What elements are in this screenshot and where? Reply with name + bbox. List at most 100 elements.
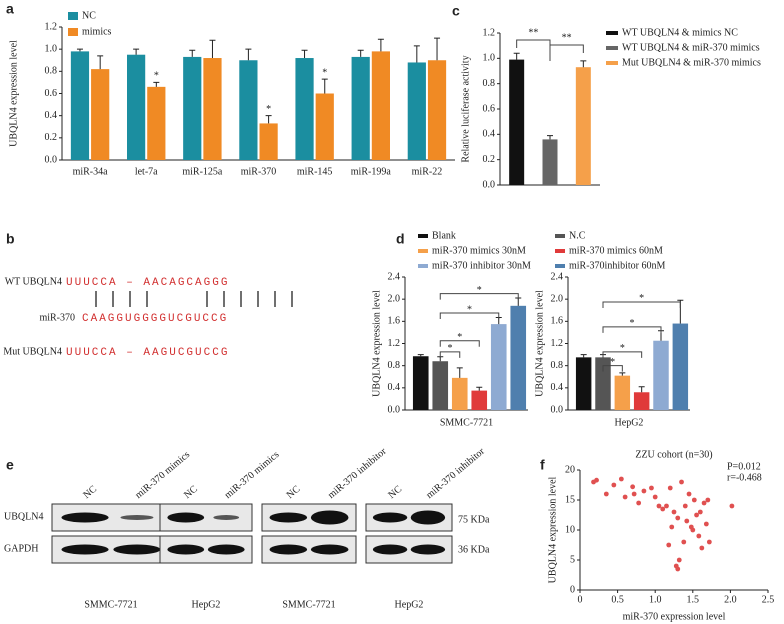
y-tick-label: 2.4 — [388, 271, 401, 282]
legend-swatch — [68, 12, 78, 20]
blot-band — [61, 512, 109, 523]
blot-band — [120, 515, 154, 520]
bar — [575, 357, 592, 410]
bar — [127, 54, 146, 161]
y-tick-label: 15 — [565, 494, 575, 505]
y-tick-label: 2.4 — [551, 271, 564, 282]
annotation: * — [620, 343, 625, 354]
y-tick-label: 0.8 — [551, 360, 564, 371]
bar — [575, 67, 591, 185]
y-tick-label: 1.2 — [551, 338, 564, 349]
base-pairs — [95, 291, 293, 307]
y-tick-label: 1.2 — [45, 21, 58, 32]
lane-label: miR-370 inhibitor — [424, 446, 487, 501]
bar — [239, 60, 258, 160]
point — [631, 491, 637, 497]
y-tick-label: 0.4 — [483, 129, 496, 140]
lane-label: NC — [81, 483, 99, 501]
error-bar — [357, 49, 364, 57]
point — [686, 491, 692, 497]
point — [671, 509, 677, 515]
point — [603, 491, 609, 497]
error-bar — [245, 48, 252, 61]
y-tick-label: 10 — [565, 524, 575, 535]
y-tick-label: 1.0 — [483, 53, 496, 64]
point — [676, 557, 682, 563]
bracket — [516, 39, 551, 56]
bar — [432, 361, 449, 410]
point — [660, 506, 666, 512]
size-label: 36 KDa — [458, 544, 490, 555]
row-label: UBQLN4 — [4, 511, 43, 522]
annotation: * — [610, 357, 615, 368]
lane-label: miR-370 inhibitor — [326, 446, 389, 501]
bar — [91, 69, 110, 160]
blot-band — [410, 544, 446, 555]
blot-band — [269, 544, 308, 555]
bar — [70, 51, 90, 161]
error-bar — [513, 52, 520, 60]
error-bar — [97, 55, 104, 70]
bracket — [602, 326, 662, 333]
y-axis-label: Relative luciferase activity — [460, 55, 471, 162]
lane-label: NC — [182, 483, 200, 501]
blot-band — [269, 512, 308, 523]
point — [691, 497, 697, 503]
bar — [315, 93, 334, 160]
point — [701, 500, 707, 506]
y-tick-label: 0.0 — [551, 404, 564, 415]
annotation: * — [467, 304, 472, 315]
lane-label: miR-370 mimics — [223, 449, 282, 501]
annotation: * — [630, 318, 635, 329]
x-tick-label: miR-370 — [241, 166, 277, 177]
panel-label: b — [6, 231, 15, 247]
bracket — [549, 44, 584, 61]
annotation: ** — [528, 27, 538, 38]
legend-label: Blank — [432, 230, 456, 241]
bracket — [439, 293, 519, 300]
y-tick-label: 1.2 — [388, 338, 401, 349]
y-tick-label: 0.2 — [483, 154, 496, 165]
y-tick-label: 1.0 — [45, 43, 58, 54]
blot-band — [167, 544, 205, 555]
bar — [203, 58, 222, 160]
x-tick-label: 2.5 — [762, 594, 775, 605]
y-tick-label: 2.0 — [551, 293, 564, 304]
point — [656, 503, 662, 509]
error-bar — [580, 354, 587, 358]
bar — [183, 56, 202, 160]
lane-label: NC — [285, 483, 303, 501]
bar — [427, 60, 447, 160]
panel-label: d — [396, 231, 405, 247]
error-bar — [377, 38, 384, 52]
x-tick-label: 1.0 — [649, 594, 662, 605]
error-bar — [456, 367, 463, 378]
x-tick-label: 2.0 — [724, 594, 737, 605]
y-tick-label: 0.4 — [388, 382, 401, 393]
y-axis-label: UBQLN4 expression level — [534, 290, 545, 397]
point — [641, 488, 647, 494]
annotation: * — [322, 67, 327, 78]
legend-label: N.C — [569, 230, 586, 241]
x-tick-label: let-7a — [135, 166, 158, 177]
x-axis-label: miR-370 expression level — [623, 611, 726, 622]
row-label: GAPDH — [4, 543, 38, 554]
legend-label: NC — [82, 10, 96, 21]
bar — [672, 323, 689, 410]
bar — [259, 123, 278, 160]
point — [649, 485, 654, 491]
bar — [295, 58, 314, 160]
y-tick-label: 0.0 — [483, 179, 496, 190]
legend-label: Mut UBQLN4 & miR-370 mimics — [622, 57, 761, 68]
point — [679, 479, 684, 485]
seq-label: miR-370 — [39, 312, 75, 323]
panel-label: c — [452, 3, 460, 19]
error-bar — [417, 354, 424, 357]
y-tick-label: 0.8 — [388, 360, 401, 371]
point — [705, 497, 711, 503]
bracket — [602, 365, 623, 372]
blot-band — [61, 544, 109, 555]
y-tick-label: 20 — [565, 464, 575, 475]
y-axis-label: UBQLN4 expression level — [8, 40, 19, 147]
y-tick-label: 0 — [570, 584, 575, 595]
